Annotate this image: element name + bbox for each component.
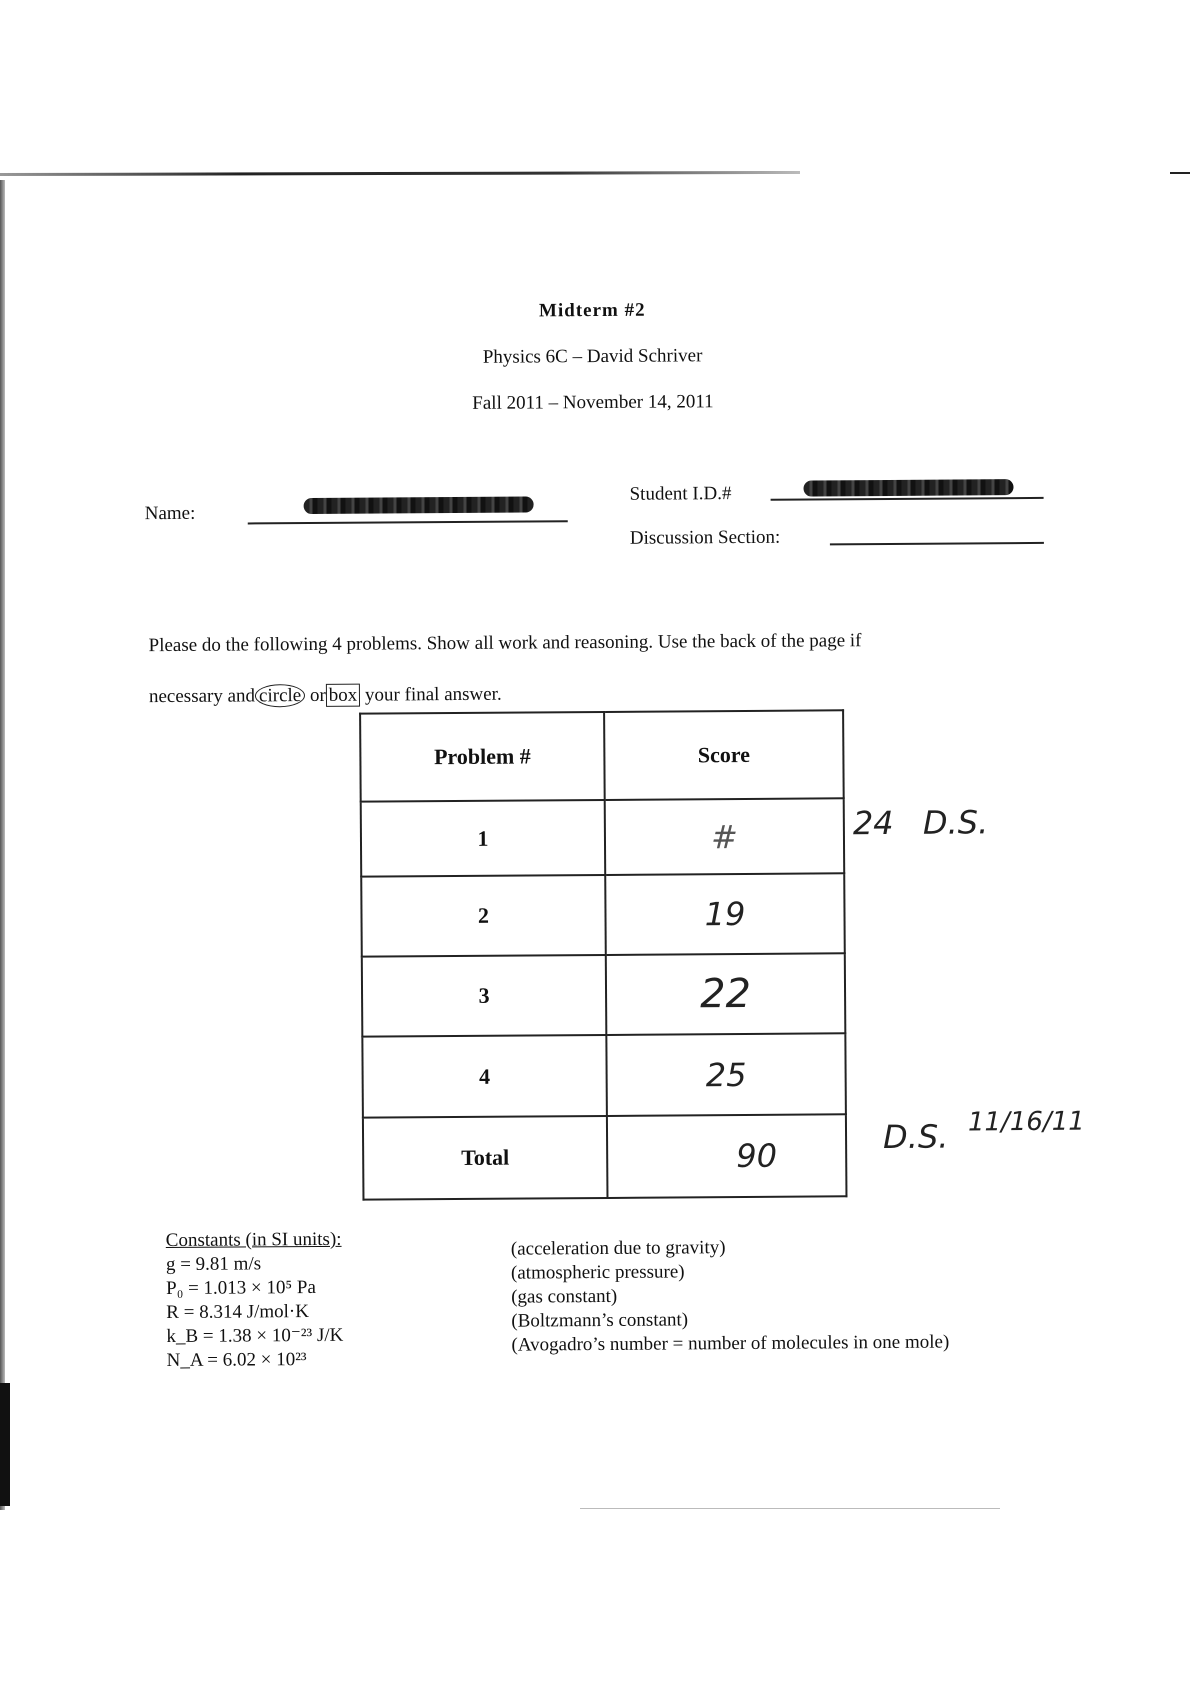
constants-list: g = 9.81 m/s P₀ = 1.013 × 10⁵ Pa R = 8.3… bbox=[166, 1252, 344, 1373]
scan-mark bbox=[1170, 172, 1190, 174]
text: your final answer. bbox=[364, 683, 502, 706]
table-row: 2 19 bbox=[361, 873, 845, 957]
course-line: Physics 6C – David Schriver bbox=[482, 345, 703, 368]
constant-expr: k_B = 1.38 × 10⁻²³ J/K bbox=[166, 1324, 344, 1348]
table-row: 3 22 bbox=[361, 953, 846, 1037]
score-cell: 22 bbox=[605, 953, 846, 1035]
discussion-label: Discussion Section: bbox=[629, 526, 781, 549]
handwritten-score-1: 24 bbox=[852, 803, 894, 843]
constant-desc: (gas constant) bbox=[511, 1285, 618, 1308]
header-problem: Problem # bbox=[360, 711, 605, 802]
score-cell: # bbox=[604, 798, 845, 875]
problem-number: 2 bbox=[361, 874, 606, 957]
redacted-name bbox=[303, 496, 534, 515]
student-id-label: Student I.D.# bbox=[629, 483, 732, 505]
box-word: box bbox=[325, 683, 361, 707]
name-field[interactable] bbox=[247, 520, 568, 524]
grader-initials-total: D.S. bbox=[882, 1117, 949, 1157]
constant-expr: N_A = 6.02 × 10²³ bbox=[166, 1349, 307, 1372]
term-line: Fall 2011 – November 14, 2011 bbox=[472, 391, 714, 414]
handwritten-total: 90 bbox=[736, 1136, 778, 1176]
discussion-field[interactable] bbox=[829, 541, 1044, 545]
instructions-line-2: necessary and circle or box your final ans… bbox=[148, 683, 502, 708]
grader-initials: D.S. bbox=[922, 803, 989, 842]
table-row: 4 25 bbox=[362, 1033, 846, 1118]
constants-descriptions: (acceleration due to gravity) (atmospher… bbox=[511, 1235, 950, 1358]
table-header: Problem # Score bbox=[360, 710, 844, 802]
name-label: Name: bbox=[144, 502, 196, 525]
constant-expr: g = 9.81 m/s bbox=[165, 1253, 262, 1276]
handwritten-score: 19 bbox=[704, 894, 746, 934]
exam-title: Midterm #2 bbox=[538, 299, 646, 322]
score-cell: 25 bbox=[606, 1033, 846, 1116]
scan-edge bbox=[0, 180, 5, 1510]
constants-heading: Constants (in SI units): bbox=[165, 1228, 342, 1252]
text: necessary and bbox=[148, 685, 256, 708]
score-cell: 90 bbox=[606, 1114, 847, 1198]
handwritten-score: 22 bbox=[699, 970, 752, 1018]
redacted-student-id bbox=[803, 479, 1014, 497]
score-table: Problem # Score 1 # 2 19 3 22 4 25 Total… bbox=[359, 709, 847, 1200]
text: or bbox=[309, 684, 326, 707]
grading-date: 11/16/11 bbox=[967, 1106, 1085, 1138]
circle-word: circle bbox=[254, 684, 306, 708]
constant-desc: (Boltzmann’s constant) bbox=[511, 1309, 689, 1332]
student-id-field[interactable] bbox=[770, 496, 1044, 501]
score-cell: 19 bbox=[605, 873, 845, 955]
total-label: Total bbox=[362, 1115, 608, 1200]
constant-desc: (Avogadro’s number = number of molecules… bbox=[511, 1331, 950, 1356]
instructions-line-1: Please do the following 4 problems. Show… bbox=[148, 630, 862, 657]
scan-artifact bbox=[0, 1383, 10, 1506]
constant-desc: (atmospheric pressure) bbox=[510, 1261, 685, 1284]
problem-number: 1 bbox=[360, 799, 606, 877]
scan-bottom-line bbox=[580, 1508, 1000, 1509]
constant-expr: P₀ = 1.013 × 10⁵ Pa bbox=[166, 1276, 316, 1300]
table-row-total: Total 90 bbox=[362, 1114, 847, 1200]
problem-number: 3 bbox=[361, 954, 607, 1037]
constant-expr: R = 8.314 J/mol·K bbox=[166, 1301, 310, 1324]
header-score: Score bbox=[604, 710, 844, 800]
problem-number: 4 bbox=[362, 1034, 607, 1118]
constant-desc: (acceleration due to gravity) bbox=[510, 1237, 726, 1260]
handwritten-score: 25 bbox=[705, 1055, 747, 1094]
table-row: 1 # bbox=[360, 798, 845, 877]
